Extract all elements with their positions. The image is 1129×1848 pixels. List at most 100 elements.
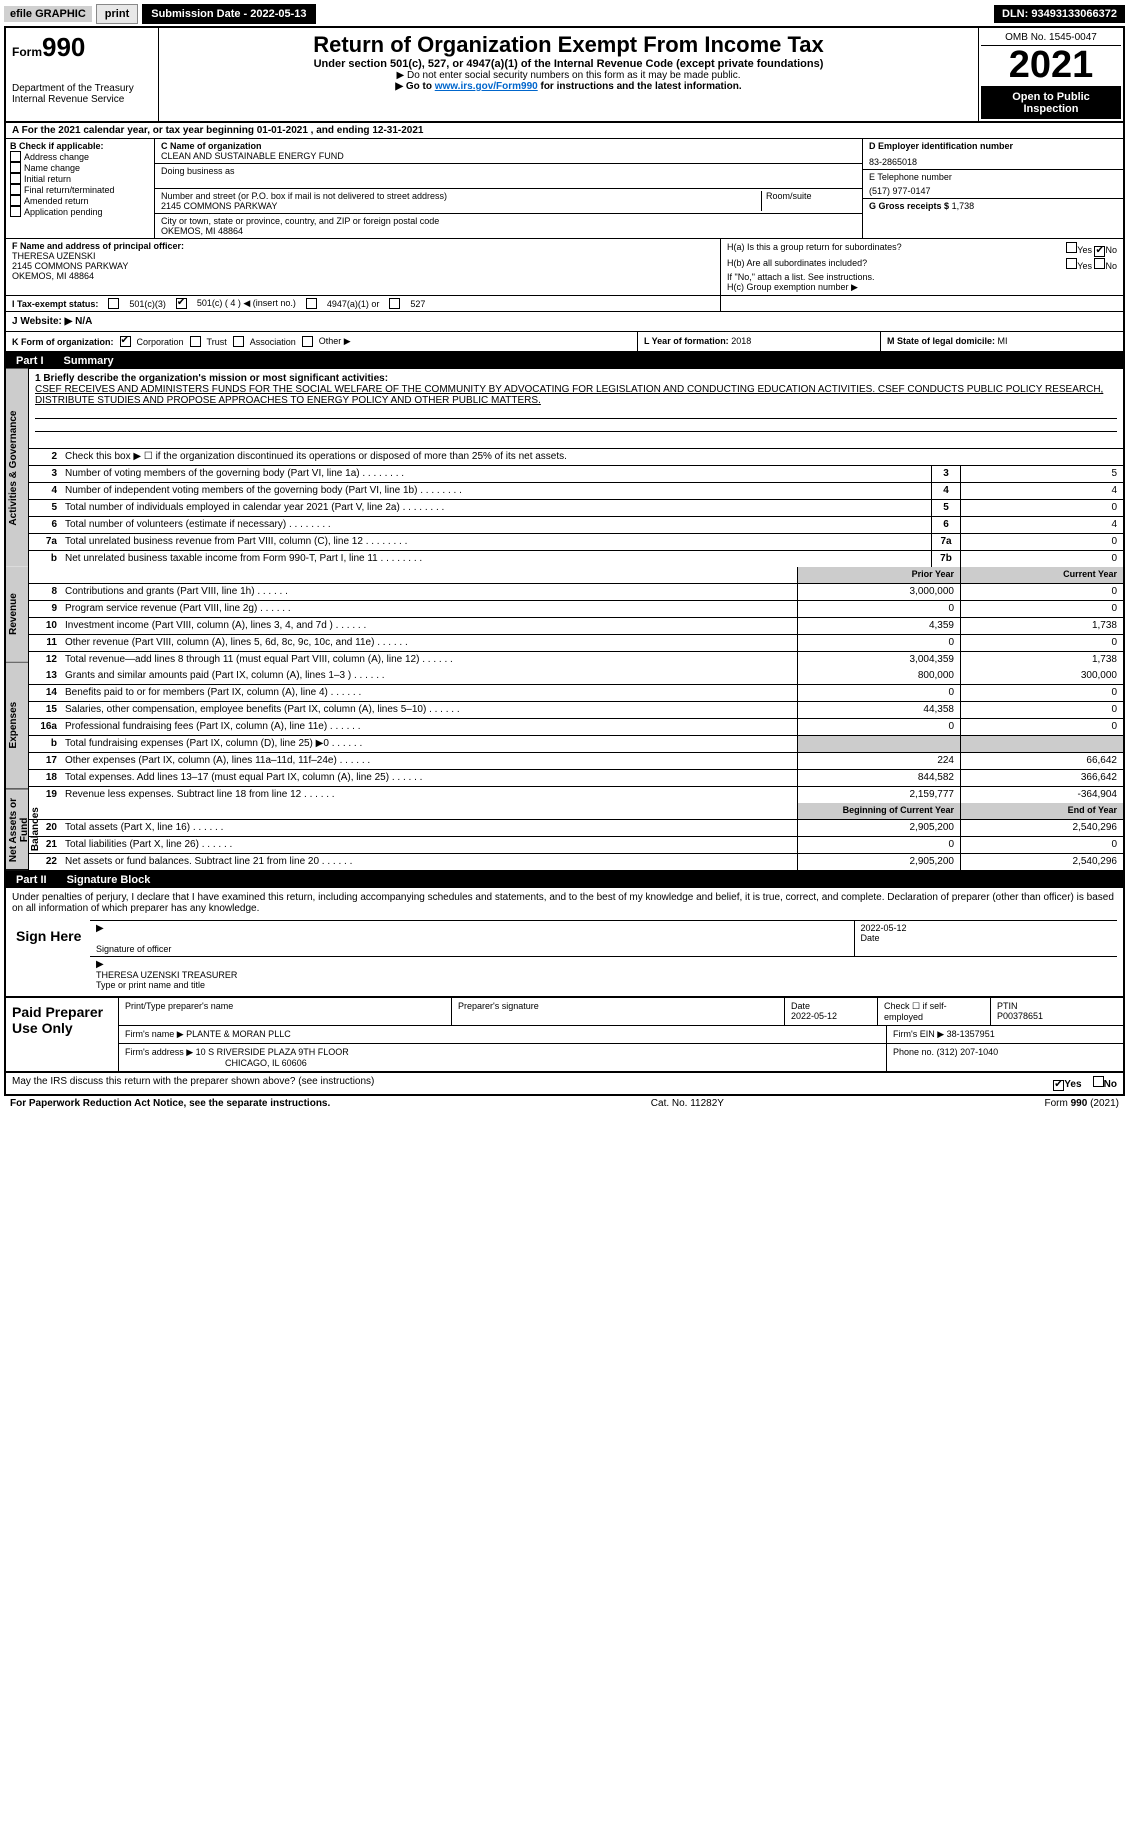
paperwork-notice: For Paperwork Reduction Act Notice, see … — [10, 1098, 330, 1109]
yes-label: Yes — [1077, 245, 1092, 255]
date-label: Date — [791, 1001, 871, 1011]
vtab-column: Activities & Governance Revenue Expenses… — [6, 369, 29, 870]
opt-corp: Corporation — [137, 337, 184, 347]
empty — [61, 567, 797, 583]
dln-label: DLN: 93493133066372 — [994, 5, 1125, 23]
checkbox-icon — [10, 162, 21, 173]
chk-label: Final return/terminated — [24, 185, 115, 195]
ha-label: H(a) Is this a group return for subordin… — [727, 242, 902, 257]
chk-final-return[interactable]: Final return/terminated — [10, 184, 150, 195]
city-row: City or town, state or province, country… — [155, 214, 862, 238]
line-num: 7a — [29, 534, 61, 550]
prior-val: 0 — [797, 837, 960, 853]
prior-val: 44,358 — [797, 702, 960, 718]
topbar: efile GRAPHIC print Submission Date - 20… — [4, 4, 1125, 24]
firm-name-cell: Firm's name ▶ PLANTE & MORAN PLLC — [119, 1026, 887, 1043]
chk-name-change[interactable]: Name change — [10, 162, 150, 173]
dept-treasury: Department of the Treasury — [12, 83, 152, 94]
goto-pre: ▶ Go to — [395, 81, 434, 92]
info-grid: B Check if applicable: Address change Na… — [4, 139, 1125, 239]
submission-date: Submission Date - 2022-05-13 — [142, 4, 315, 24]
checkbox-icon — [10, 195, 21, 206]
paid-right: Print/Type preparer's name Preparer's si… — [119, 998, 1123, 1071]
checkbox-icon[interactable] — [302, 336, 313, 347]
sign-date: 2022-05-12 — [861, 923, 1112, 933]
summary-line: 5Total number of individuals employed in… — [29, 500, 1123, 517]
hb-note: If "No," attach a list. See instructions… — [727, 272, 1117, 282]
website-row: J Website: ▶ N/A — [4, 312, 1125, 332]
ptin-value: P00378651 — [997, 1011, 1117, 1021]
line-desc: Grants and similar amounts paid (Part IX… — [61, 668, 797, 684]
summary-line: 19Revenue less expenses. Subtract line 1… — [29, 787, 1123, 803]
mission-label: 1 Briefly describe the organization's mi… — [35, 373, 1117, 384]
checkbox-icon[interactable] — [1094, 258, 1105, 269]
form-990-num: 990 — [42, 32, 85, 62]
print-button[interactable]: print — [96, 4, 138, 24]
line-desc: Investment income (Part VIII, column (A)… — [61, 618, 797, 634]
line-desc: Benefits paid to or for members (Part IX… — [61, 685, 797, 701]
line-box: 7b — [931, 551, 960, 567]
firm-ein: 38-1357951 — [947, 1029, 995, 1039]
checkbox-checked-icon[interactable] — [1094, 246, 1105, 257]
checkbox-checked-icon[interactable] — [120, 336, 131, 347]
prior-val: 0 — [797, 635, 960, 651]
checkbox-icon[interactable] — [190, 336, 201, 347]
line-desc: Total fundraising expenses (Part IX, col… — [61, 736, 797, 752]
prep-date-cell: Date 2022-05-12 — [785, 998, 878, 1025]
checkbox-checked-icon[interactable] — [1053, 1080, 1064, 1091]
prior-val: 0 — [797, 685, 960, 701]
opt-501c4: 501(c) ( 4 ) ◀ (insert no.) — [197, 298, 296, 309]
form-prefix: Form — [12, 45, 42, 59]
current-val: 0 — [960, 685, 1123, 701]
checkbox-icon[interactable] — [108, 298, 119, 309]
current-val: 366,642 — [960, 770, 1123, 786]
open-public: Open to Public Inspection — [981, 87, 1121, 119]
checkbox-icon[interactable] — [389, 298, 400, 309]
line-val: 4 — [960, 517, 1123, 533]
col-h-instructions — [721, 296, 1123, 311]
officer-addr1: 2145 COMMONS PARKWAY — [12, 261, 714, 271]
col-b-header: B Check if applicable: — [10, 141, 150, 151]
summary-line: 7aTotal unrelated business revenue from … — [29, 534, 1123, 551]
chk-app-pending[interactable]: Application pending — [10, 206, 150, 217]
opt-other: Other ▶ — [319, 336, 351, 347]
phone-label: Phone no. — [893, 1047, 934, 1057]
checkbox-icon[interactable] — [306, 298, 317, 309]
phone-label: E Telephone number — [869, 172, 1117, 182]
no-label: No — [1105, 261, 1117, 271]
current-val: 2,540,296 — [960, 854, 1123, 870]
current-val — [960, 736, 1123, 752]
line-box: 5 — [931, 500, 960, 516]
name-cell: THERESA UZENSKI TREASURER Type or print … — [90, 957, 1117, 992]
checkbox-checked-icon[interactable] — [176, 298, 187, 309]
prior-val — [797, 736, 960, 752]
irs-link[interactable]: www.irs.gov/Form990 — [435, 81, 538, 92]
row-ij: I Tax-exempt status: 501(c)(3) 501(c) ( … — [4, 296, 1125, 312]
ein-value: 83-2865018 — [869, 157, 1117, 167]
website-label: J Website: ▶ — [12, 316, 72, 327]
line-num: 22 — [29, 854, 61, 870]
vtab-rev: Revenue — [6, 567, 28, 663]
line-desc: Salaries, other compensation, employee b… — [61, 702, 797, 718]
checkbox-icon[interactable] — [1066, 242, 1077, 253]
chk-address-change[interactable]: Address change — [10, 151, 150, 162]
tax-status-row: I Tax-exempt status: 501(c)(3) 501(c) ( … — [6, 296, 721, 311]
vtab-na: Net Assets or Fund Balances — [6, 790, 28, 870]
empty — [29, 567, 61, 583]
checkbox-icon[interactable] — [233, 336, 244, 347]
vtab-gov: Activities & Governance — [6, 369, 28, 567]
line-num: 6 — [29, 517, 61, 533]
col-header-row-2: Beginning of Current Year End of Year — [29, 803, 1123, 820]
city-label: City or town, state or province, country… — [161, 216, 856, 226]
checkbox-icon[interactable] — [1093, 1076, 1104, 1087]
chk-amended[interactable]: Amended return — [10, 195, 150, 206]
summary-line: 22Net assets or fund balances. Subtract … — [29, 854, 1123, 870]
hb-label: H(b) Are all subordinates included? — [727, 258, 867, 271]
summary-line: 2Check this box ▶ ☐ if the organization … — [29, 449, 1123, 466]
opt-trust: Trust — [207, 337, 227, 347]
formation-label: L Year of formation: — [644, 336, 729, 346]
col-header-row: Prior Year Current Year — [29, 567, 1123, 584]
checkbox-icon[interactable] — [1066, 258, 1077, 269]
chk-initial-return[interactable]: Initial return — [10, 173, 150, 184]
col-c: C Name of organization CLEAN AND SUSTAIN… — [155, 139, 863, 238]
